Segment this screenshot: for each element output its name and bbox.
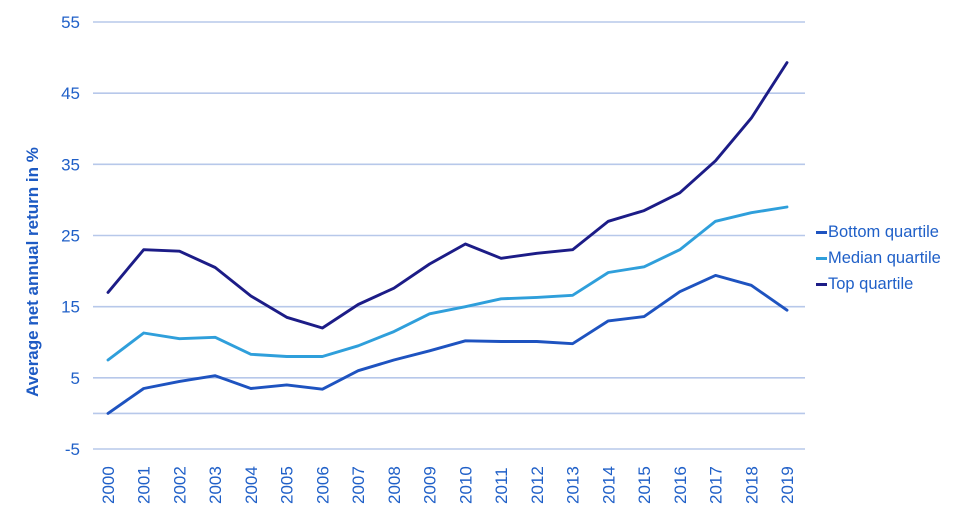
legend-line-swatch bbox=[816, 256, 827, 260]
legend: Bottom quartile Median quartile Top quarti… bbox=[816, 219, 941, 297]
x-tick-label: 2012 bbox=[528, 466, 547, 504]
legend-label: Top quartile bbox=[828, 274, 914, 293]
line-bottom-quartile bbox=[106, 273, 789, 415]
gridlines-layer bbox=[93, 21, 805, 450]
series-layer bbox=[106, 61, 789, 415]
x-tick-label: 2014 bbox=[599, 466, 618, 504]
x-tick-label: 2016 bbox=[671, 466, 690, 504]
legend-item-bottom-quartile: Bottom quartile bbox=[816, 219, 941, 245]
x-tick-label: 2001 bbox=[135, 466, 154, 504]
legend-line-swatch bbox=[816, 282, 827, 286]
legend-item-top-quartile: Top quartile bbox=[816, 271, 941, 297]
x-tick-label: 2015 bbox=[635, 466, 654, 504]
legend-item-median-quartile: Median quartile bbox=[816, 245, 941, 271]
x-tick-label: 2004 bbox=[242, 466, 261, 504]
x-tick-label: 2010 bbox=[456, 466, 475, 504]
x-tick-label: 2005 bbox=[278, 466, 297, 504]
x-tick-label: 2003 bbox=[206, 466, 225, 504]
x-tick-label: 2013 bbox=[564, 466, 583, 504]
y-tick-label: 25 bbox=[61, 227, 80, 246]
x-tick-label: 2009 bbox=[421, 466, 440, 504]
legend-label: Bottom quartile bbox=[828, 222, 939, 241]
x-tick-label: 2006 bbox=[313, 466, 332, 504]
x-tick-label: 2018 bbox=[742, 466, 761, 504]
legend-label: Median quartile bbox=[828, 248, 941, 267]
y-tick-label: 55 bbox=[61, 13, 80, 32]
x-tick-label: 2008 bbox=[385, 466, 404, 504]
y-tick-label: 15 bbox=[61, 298, 80, 317]
tick-labels-layer: 55 45 35 25 15 5 -5 2000 2001 2002 2003 2004 2005 200… bbox=[61, 13, 797, 504]
y-tick-label: -5 bbox=[65, 440, 80, 459]
x-tick-label: 2002 bbox=[171, 466, 190, 504]
line-median-quartile bbox=[106, 205, 789, 362]
x-tick-label: 2019 bbox=[778, 466, 797, 504]
x-tick-label: 2007 bbox=[349, 466, 368, 504]
x-tick-label: 2000 bbox=[99, 466, 118, 504]
legend-line-swatch bbox=[816, 230, 827, 234]
x-tick-label: 2011 bbox=[492, 467, 511, 504]
y-axis-title: Average net annual return in % bbox=[23, 147, 42, 397]
line-top-quartile bbox=[106, 61, 789, 330]
y-tick-label: 35 bbox=[61, 155, 80, 174]
x-tick-label: 2017 bbox=[707, 466, 726, 504]
y-tick-label: 45 bbox=[61, 84, 80, 103]
y-tick-label: 5 bbox=[71, 369, 80, 388]
